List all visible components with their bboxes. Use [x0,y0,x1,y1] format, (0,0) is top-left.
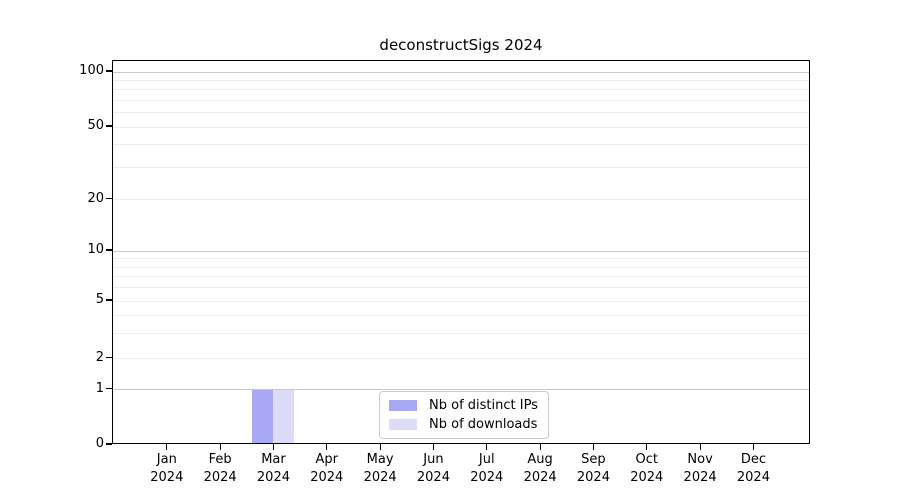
x-tick-mark [592,444,595,450]
x-tick-mark [432,444,435,450]
bar-distinct-ips [251,389,273,444]
legend-label-distinct-ips: Nb of distinct IPs [429,398,538,413]
x-tick-label: Jul 2024 [470,452,504,485]
y-tick-label: 2 [95,349,104,365]
y-tick-mark [106,197,112,200]
y-tick-mark [106,70,112,72]
y-tick-mark [106,356,112,359]
x-tick-label: Jun 2024 [416,452,450,485]
x-tick-label: Aug 2024 [523,452,557,485]
x-tick-label: May 2024 [363,452,397,485]
y-tick-label: 0 [95,436,104,451]
gridline-minor [113,99,809,101]
x-tick-mark [166,444,168,450]
gridline-minor [113,79,809,81]
gridline-minor [113,332,809,334]
x-tick-mark [219,444,221,450]
x-tick-label: Jan 2024 [150,452,184,485]
x-tick-mark [326,444,328,450]
x-tick-label: Apr 2024 [310,452,344,485]
y-tick-mark [106,125,112,127]
gridline [113,358,809,359]
x-tick-mark [752,444,755,450]
gridline [113,126,809,128]
y-tick-label: 20 [87,190,104,206]
legend-item-downloads: Nb of downloads [389,417,538,432]
y-tick-mark [106,249,112,251]
legend-swatch-distinct-ips [389,400,417,411]
gridline-minor [113,287,809,289]
y-tick-mark [106,443,112,445]
x-tick-mark [646,444,648,450]
gridline-minor [113,276,809,278]
y-tick-label: 5 [95,292,104,307]
y-tick-label: 50 [87,118,104,133]
gridline [113,389,809,390]
y-tick-mark [106,299,112,301]
legend-label-downloads: Nb of downloads [429,417,538,432]
legend-swatch-downloads [389,419,417,430]
y-tick-label: 10 [87,242,104,257]
chart-title: deconstructSigs 2024 [379,36,543,54]
legend-item-distinct-ips: Nb of distinct IPs [389,398,538,413]
x-tick-label: Feb 2024 [203,452,237,485]
gridline-minor [113,314,809,316]
x-tick-label: Oct 2024 [630,452,664,485]
x-tick-mark [379,444,381,450]
x-tick-mark [699,444,701,450]
legend: Nb of distinct IPs Nb of downloads [379,391,549,439]
y-tick-mark [106,387,112,390]
gridline [113,300,809,302]
y-tick-label: 100 [79,63,104,78]
gridline-minor [113,144,809,146]
gridline-minor [113,258,809,260]
gridline-minor [113,266,809,268]
gridline-minor [113,112,809,114]
y-tick-label: 1 [95,380,104,396]
x-tick-label: Sep 2024 [576,452,610,485]
x-tick-mark [272,444,275,450]
x-tick-mark [539,444,541,450]
bar-downloads [272,389,294,444]
gridline [113,71,809,73]
gridline [113,199,809,200]
x-tick-label: Dec 2024 [736,452,770,485]
gridline-minor [113,89,809,91]
gridline [113,250,809,252]
x-tick-label: Nov 2024 [683,452,717,485]
x-tick-mark [486,444,488,450]
plot-area: Nb of distinct IPs Nb of downloads [112,60,810,444]
gridline-minor [113,166,809,168]
x-tick-label: Mar 2024 [256,452,290,485]
